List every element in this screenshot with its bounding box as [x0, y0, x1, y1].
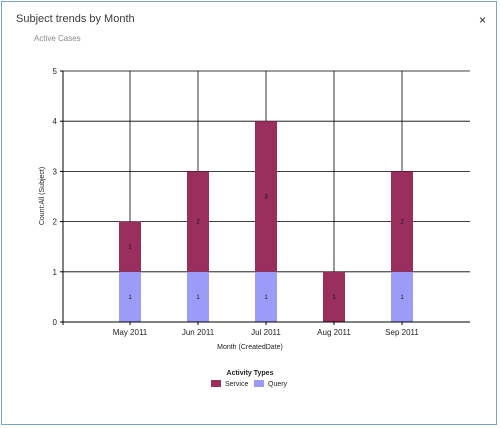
x-tick-label: Jul 2011 [251, 328, 281, 337]
legend-swatch-query [254, 380, 264, 387]
x-tick-label: Sep 2011 [385, 328, 419, 337]
bar-query [255, 271, 277, 322]
dialog-title: Subject trends by Month [16, 13, 135, 25]
legend: Activity Types Service Query [211, 370, 288, 388]
legend-label-query: Query [268, 381, 288, 388]
axes [60, 70, 470, 325]
data-label: 1 [196, 295, 200, 301]
x-axis-label: Month (CreatedDate) [217, 344, 283, 351]
y-tick-label: 5 [53, 67, 58, 76]
bar-query [119, 271, 141, 322]
legend-swatch-service [211, 380, 221, 387]
bar-service [119, 221, 141, 272]
bar-service [255, 121, 277, 272]
data-label: 1 [400, 295, 404, 301]
y-tick-label: 4 [53, 117, 58, 126]
legend-title: Activity Types [227, 370, 274, 377]
data-label: 2 [196, 220, 200, 226]
legend-label-service: Service [225, 381, 248, 388]
data-label: 1 [264, 295, 268, 301]
bar-query [187, 271, 209, 322]
dialog-subtitle: Active Cases [34, 34, 81, 43]
y-tick-labels: 0 1 2 3 4 5 [53, 67, 58, 327]
data-labels: 1 1 1 2 1 3 1 1 2 [128, 195, 404, 301]
data-label: 1 [332, 295, 336, 301]
x-tick-labels: May 2011 Jun 2011 Jul 2011 Aug 2011 Sep 2011 [113, 328, 420, 337]
y-tick-label: 0 [53, 318, 58, 327]
bar-service [187, 171, 209, 272]
y-tick-label: 1 [53, 268, 58, 277]
y-tick-label: 2 [53, 218, 58, 227]
data-label: 3 [264, 195, 268, 201]
x-tick-label: Aug 2011 [317, 328, 351, 337]
bar-service [323, 271, 345, 322]
y-axis-label: Count:All (Subject) [39, 167, 46, 225]
x-tick-label: May 2011 [113, 328, 148, 337]
bars [119, 121, 413, 322]
y-tick-label: 3 [53, 167, 58, 176]
bar-service [391, 171, 413, 272]
data-label: 1 [128, 245, 132, 251]
bar-query [391, 271, 413, 322]
data-label: 1 [128, 295, 132, 301]
data-label: 2 [400, 220, 404, 226]
close-icon[interactable]: × [479, 13, 487, 27]
x-tick-label: Jun 2011 [182, 328, 215, 337]
